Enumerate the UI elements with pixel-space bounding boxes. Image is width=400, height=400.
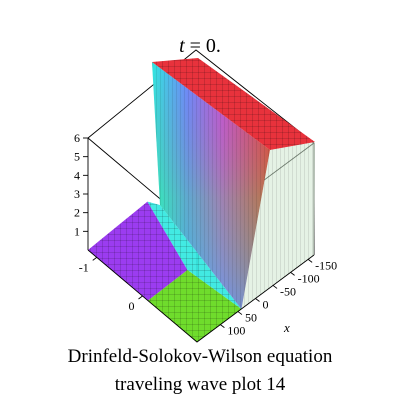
x-tick-mark (290, 272, 295, 276)
x-tick-label: -50 (280, 284, 296, 298)
caption-line-2: traveling wave plot 14 (115, 374, 286, 395)
x-tick-label: 100 (227, 324, 245, 338)
x-tick-mark (307, 258, 313, 263)
y-tick-mark (92, 256, 97, 261)
x-tick-label: 0 (263, 298, 269, 312)
y-axis-ticks: -1 0 (79, 256, 143, 313)
title-variable: t (179, 35, 185, 57)
surface (87, 58, 315, 343)
box-edge-top-back (87, 49, 315, 144)
z-tick-label: 6 (74, 131, 80, 145)
wave-front-wall-mesh (152, 62, 270, 309)
x-axis-label: x (283, 320, 290, 335)
y-tick-label: -1 (79, 260, 89, 274)
z-tick-label: 5 (74, 150, 80, 164)
high-plateau-grid (152, 58, 315, 150)
x-tick-mark (220, 324, 225, 328)
z-tick-label: 1 (74, 224, 80, 238)
x-tick-label: -150 (315, 258, 337, 272)
floor-grid (88, 201, 242, 342)
z-tick-label: 3 (74, 187, 80, 201)
x-tick-label: -100 (298, 271, 320, 285)
z-axis-ticks: 1 2 3 4 5 6 (74, 131, 88, 238)
title-rest: = 0. (185, 35, 221, 57)
caption-line-1: Drinfeld-Solokov-Wilson equation (68, 346, 333, 367)
x-tick-label: 50 (245, 311, 257, 325)
y-tick-label: 0 (129, 299, 135, 313)
x-tick-mark (272, 285, 278, 289)
z-tick-label: 4 (74, 168, 80, 182)
z-tick-label: 2 (74, 206, 80, 220)
box-edge-floor-front (87, 249, 315, 343)
x-tick-mark (237, 311, 243, 315)
y-tick-mark (138, 295, 143, 300)
x-tick-mark (255, 298, 260, 302)
plateau-side-mesh (241, 142, 315, 309)
